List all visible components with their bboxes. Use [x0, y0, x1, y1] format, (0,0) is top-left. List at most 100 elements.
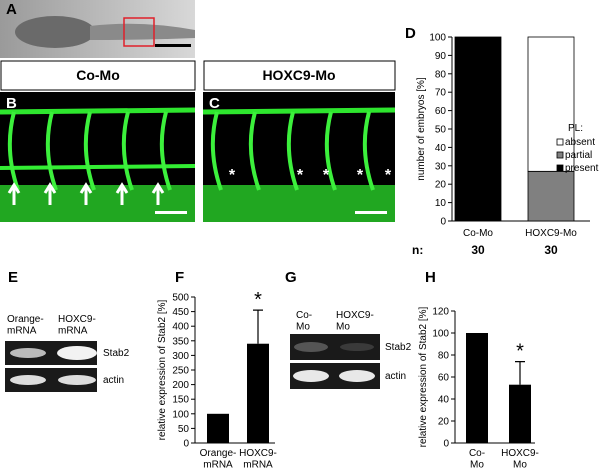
header-box	[0, 60, 196, 91]
marker: *	[297, 167, 304, 184]
legend-swatch	[556, 164, 564, 172]
legend-label: present	[565, 163, 599, 174]
bar	[247, 343, 269, 443]
y-axis-title: relative expression of Stab2 [%]	[157, 299, 168, 440]
y-tick-label: 10	[435, 198, 447, 209]
bar-segment	[527, 170, 575, 222]
tissue	[0, 185, 195, 222]
y-tick-label: 80	[438, 351, 450, 362]
vessel	[159, 111, 172, 191]
y-tick-label: 200	[172, 380, 189, 391]
vessel	[324, 111, 337, 191]
bar	[509, 384, 531, 443]
y-tick-label: 30	[435, 161, 447, 172]
y-tick-label: 400	[172, 322, 189, 333]
y-tick-label: 350	[172, 336, 189, 347]
y-tick-label: 40	[435, 143, 447, 154]
y-tick-label: 120	[432, 307, 449, 318]
vessel	[121, 111, 134, 191]
marker: *	[323, 167, 330, 184]
image-header: HOXC9-Mo	[262, 67, 335, 83]
legend-title: PL:	[568, 123, 583, 134]
y-tick-label: 150	[172, 395, 189, 406]
vessel	[210, 111, 223, 191]
legend-swatch	[556, 151, 564, 159]
y-tick-label: 40	[438, 395, 450, 406]
y-axis-title: relative expression of Stab2 [%]	[418, 306, 429, 447]
header-box	[203, 60, 396, 91]
vessel	[45, 111, 58, 191]
y-tick-label: 90	[435, 51, 447, 62]
y-tick-label: 60	[438, 373, 450, 384]
lane-label: Orange-mRNA	[7, 314, 44, 337]
legend-label: partial	[565, 150, 592, 161]
y-tick-label: 100	[432, 329, 449, 340]
y-tick-label: 500	[172, 293, 189, 304]
n-value: 30	[544, 243, 558, 257]
x-tick-label: HOXC9-mRNA	[239, 448, 277, 471]
y-tick-label: 50	[435, 125, 447, 136]
band-label: Stab2	[103, 348, 130, 359]
roi-box	[123, 17, 155, 47]
arrow	[79, 182, 93, 205]
arrow	[151, 182, 165, 205]
lane-label: Co-Mo	[296, 310, 312, 333]
arrow	[43, 182, 57, 205]
panel-label: H	[425, 269, 436, 286]
annotation: *	[254, 289, 262, 311]
legend-swatch	[556, 138, 564, 146]
panel-label: A	[6, 1, 17, 18]
y-tick-label: 450	[172, 307, 189, 318]
y-tick-label: 50	[178, 424, 190, 435]
error-bar	[253, 309, 263, 344]
band-label: actin	[103, 375, 124, 386]
vessel	[248, 111, 261, 191]
y-tick-label: 20	[435, 180, 447, 191]
panel-label: E	[8, 269, 18, 286]
x-tick-label: Co-Mo	[463, 228, 493, 239]
y-axis-title: number of embryos [%]	[416, 77, 427, 181]
marker: *	[385, 167, 392, 184]
x-tick-label: HOXC9-Mo	[501, 448, 539, 471]
y-tick-label: 0	[183, 439, 189, 450]
panel-label: D	[405, 25, 416, 42]
panel-label: F	[175, 269, 184, 286]
vessel	[362, 111, 375, 191]
gel-band	[340, 343, 374, 351]
gel-band	[57, 346, 97, 360]
gel-band	[339, 370, 375, 382]
n-value: 30	[471, 243, 485, 257]
gel-band	[294, 342, 328, 352]
image-header: Co-Mo	[76, 67, 120, 83]
vessel	[0, 107, 196, 115]
bar	[207, 413, 229, 443]
marker: *	[229, 167, 236, 184]
n-label: n:	[412, 243, 423, 257]
y-tick-label: 300	[172, 351, 189, 362]
y-tick-label: 0	[443, 439, 449, 450]
tissue	[203, 185, 395, 222]
scale-bar	[355, 211, 387, 214]
vessel	[7, 111, 20, 191]
embryo-head	[15, 16, 95, 48]
scale-bar	[155, 211, 187, 214]
error-bar	[515, 361, 525, 385]
lane-label: HOXC9-mRNA	[58, 314, 96, 337]
panel-label: C	[209, 95, 220, 112]
x-tick-label: Co-Mo	[469, 448, 485, 471]
lane-label: HOXC9-Mo	[336, 310, 374, 333]
arrow	[7, 182, 21, 205]
y-tick-label: 100	[172, 409, 189, 420]
vessel	[202, 107, 396, 115]
band-label: Stab2	[385, 342, 412, 353]
annotation: *	[516, 341, 524, 363]
gel-band	[10, 375, 46, 385]
y-tick-label: 100	[429, 33, 446, 44]
marker: *	[357, 167, 364, 184]
bar-segment	[454, 36, 502, 222]
legend-label: absent	[565, 137, 595, 148]
y-tick-label: 20	[438, 417, 450, 428]
y-tick-label: 250	[172, 366, 189, 377]
vessel	[83, 111, 96, 191]
